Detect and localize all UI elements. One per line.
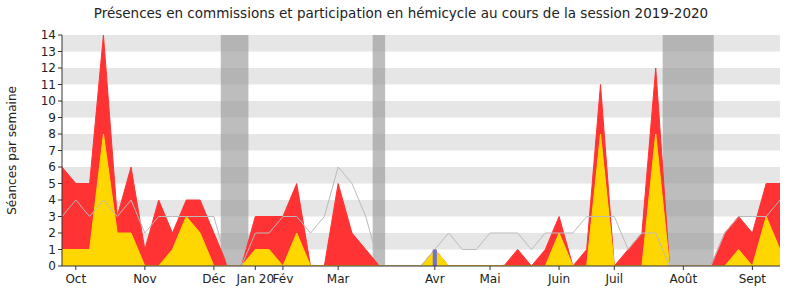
- x-tick: [213, 266, 214, 270]
- y-tick-label: 1: [48, 243, 56, 257]
- y-tick-label: 3: [48, 210, 56, 224]
- x-tick-label: Juin: [547, 272, 570, 286]
- y-tick-label: 8: [48, 127, 56, 141]
- area: [62, 35, 780, 266]
- x-tick-label: Sept: [739, 272, 767, 286]
- y-tick-label: 4: [48, 193, 56, 207]
- shaded-range: [373, 35, 385, 266]
- x-tick-label: Mar: [327, 272, 350, 286]
- y-tick: [58, 84, 62, 85]
- x-tick: [614, 266, 615, 270]
- y-tick: [58, 35, 62, 36]
- x-tick-label: Jan 20: [236, 272, 275, 286]
- y-tick: [58, 249, 62, 250]
- y-tick: [58, 183, 62, 184]
- x-tick: [75, 266, 76, 270]
- x-tick: [282, 266, 283, 270]
- x-tick-label: Fév: [273, 272, 294, 286]
- y-tick-label: 0: [48, 259, 56, 273]
- x-tick: [144, 266, 145, 270]
- shaded-range: [221, 35, 249, 266]
- plot-area: [62, 35, 780, 266]
- y-tick: [58, 134, 62, 135]
- y-tick-label: 7: [48, 144, 56, 158]
- title: Présences en commissions et participatio…: [94, 5, 708, 21]
- y-tick-label: 6: [48, 160, 56, 174]
- shaded-range: [663, 35, 714, 266]
- y-tick-label: 12: [41, 61, 56, 75]
- x-tick: [255, 266, 256, 270]
- x-tick-label: Juil: [604, 272, 623, 286]
- x-axis: [62, 266, 780, 267]
- line: [62, 167, 780, 266]
- y-axis-label: Séances par semaine: [5, 86, 19, 215]
- x-tick-label: Août: [670, 272, 698, 286]
- x-tick-label: Mai: [480, 272, 501, 286]
- y-tick-label: 14: [41, 28, 56, 42]
- x-tick-label: Déc: [202, 272, 225, 286]
- y-tick-label: 9: [48, 111, 56, 125]
- y-tick: [58, 167, 62, 168]
- y-tick-label: 13: [41, 45, 56, 59]
- x-tick: [559, 266, 560, 270]
- y-tick: [58, 233, 62, 234]
- y-tick-label: 2: [48, 226, 56, 240]
- bar: [433, 250, 437, 267]
- x-tick: [434, 266, 435, 270]
- x-tick: [490, 266, 491, 270]
- x-tick-label: Oct: [65, 272, 86, 286]
- y-tick: [58, 266, 62, 267]
- y-tick-label: 11: [41, 78, 56, 92]
- y-tick-label: 10: [41, 94, 56, 108]
- y-tick: [58, 200, 62, 201]
- y-tick: [58, 51, 62, 52]
- y-tick: [58, 150, 62, 151]
- chart: 01234567891011121314OctNovDécJan 20FévMa…: [0, 0, 790, 300]
- x-tick: [683, 266, 684, 270]
- y-axis: [62, 35, 63, 266]
- x-tick: [752, 266, 753, 270]
- y-tick: [58, 117, 62, 118]
- x-tick: [338, 266, 339, 270]
- y-tick: [58, 101, 62, 102]
- x-tick-label: Nov: [133, 272, 156, 286]
- x-tick-label: Avr: [425, 272, 445, 286]
- area: [62, 134, 780, 266]
- y-tick: [58, 216, 62, 217]
- y-tick: [58, 68, 62, 69]
- y-tick-label: 5: [48, 177, 56, 191]
